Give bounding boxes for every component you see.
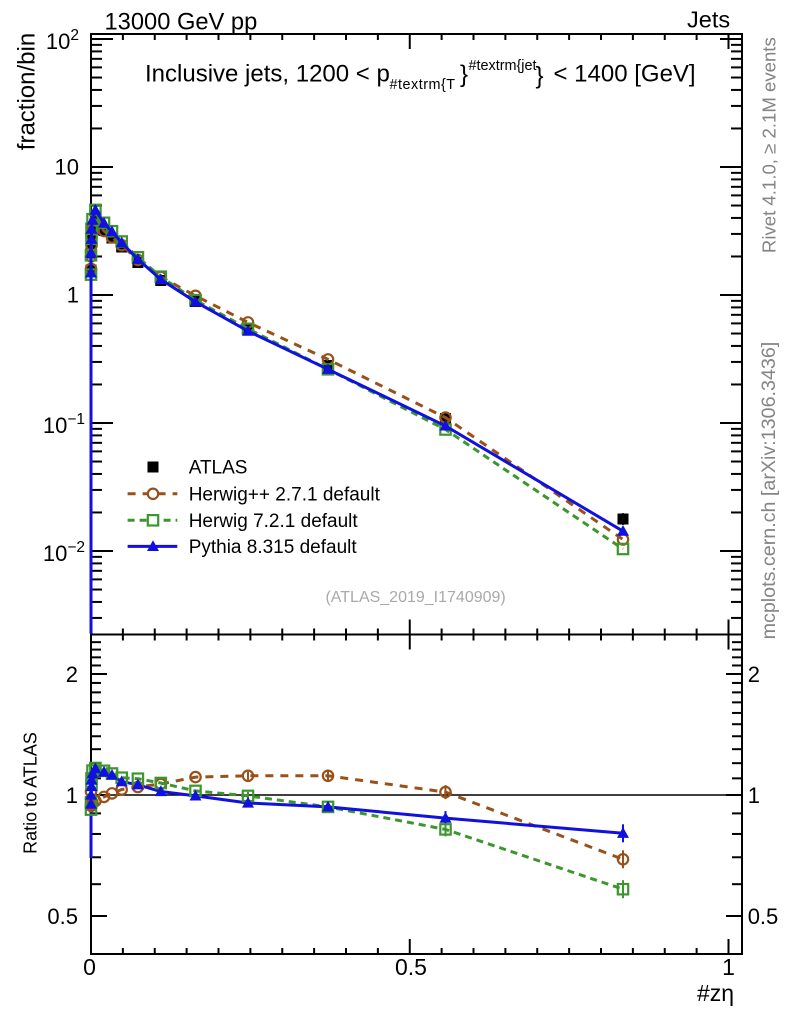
svg-text:Herwig 7.2.1 default: Herwig 7.2.1 default	[189, 511, 359, 532]
svg-text:Jets: Jets	[687, 7, 730, 33]
svg-text:1: 1	[748, 783, 760, 808]
svg-text:Herwig++ 2.7.1 default: Herwig++ 2.7.1 default	[189, 485, 381, 506]
svg-text:ATLAS: ATLAS	[189, 458, 248, 479]
svg-text:Pythia 8.315 default: Pythia 8.315 default	[189, 537, 358, 558]
svg-text:0.5: 0.5	[748, 904, 779, 929]
svg-text:2: 2	[66, 662, 78, 687]
svg-text:}: }	[460, 61, 468, 88]
svg-text:fraction/bin: fraction/bin	[14, 33, 41, 150]
svg-text:1: 1	[66, 783, 78, 808]
svg-text:0.5: 0.5	[395, 954, 427, 980]
svg-text:(ATLAS_2019_I1740909): (ATLAS_2019_I1740909)	[325, 589, 505, 606]
svg-text:2: 2	[748, 662, 760, 687]
svg-text:}: }	[536, 63, 544, 90]
svg-text:mcplots.cern.ch [arXiv:1306.34: mcplots.cern.ch [arXiv:1306.3436]	[758, 342, 780, 640]
svg-text:< 1400 [GeV]: < 1400 [GeV]	[554, 61, 696, 88]
svg-text:#textrm{T: #textrm{T	[390, 77, 456, 93]
svg-text:Inclusive jets, 1200 < p: Inclusive jets, 1200 < p	[145, 61, 390, 88]
svg-text:Ratio to ATLAS: Ratio to ATLAS	[20, 732, 40, 854]
svg-text:Rivet 4.1.0, ≥ 2.1M events: Rivet 4.1.0, ≥ 2.1M events	[758, 37, 779, 253]
svg-text:1: 1	[722, 954, 735, 980]
svg-text:#textrm{jet: #textrm{jet	[469, 58, 537, 74]
svg-text:0.5: 0.5	[47, 904, 78, 929]
svg-text:10: 10	[55, 155, 79, 180]
svg-text:0: 0	[83, 954, 96, 980]
svg-text:#zη: #zη	[697, 980, 734, 1006]
svg-text:13000 GeV pp: 13000 GeV pp	[105, 10, 258, 36]
svg-text:1: 1	[67, 283, 79, 308]
